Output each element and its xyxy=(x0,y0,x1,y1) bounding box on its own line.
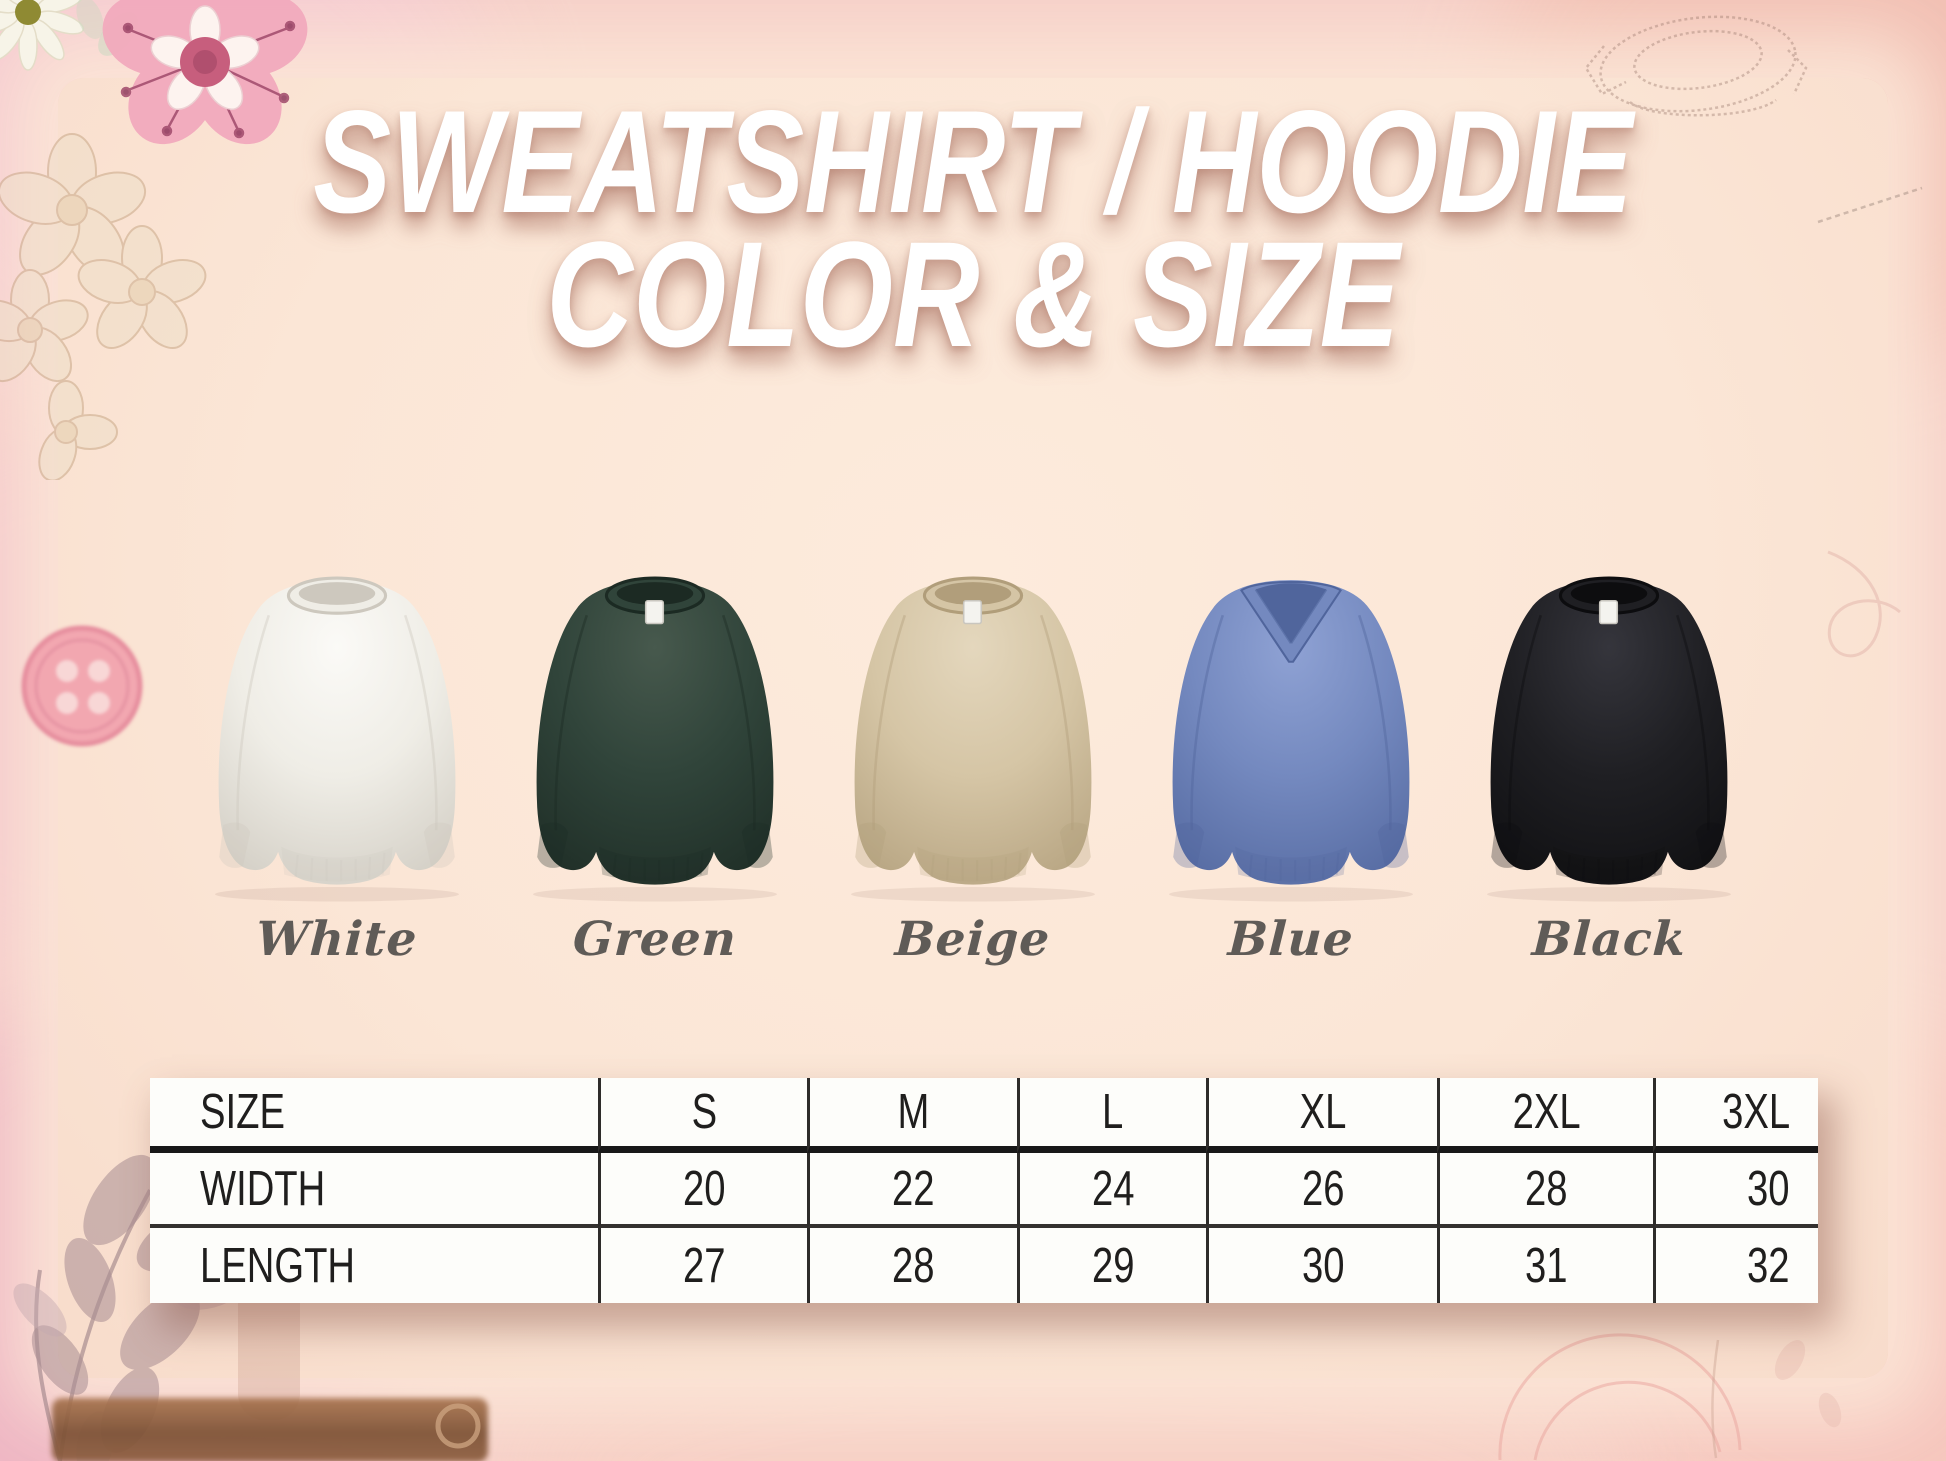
size-value: 27 xyxy=(598,1228,807,1303)
wood-ruler-end-icon xyxy=(435,1403,481,1449)
size-value: 20 xyxy=(598,1153,807,1228)
size-value: 24 xyxy=(1017,1153,1206,1228)
row-label: WIDTH xyxy=(150,1153,598,1228)
table-corner-label: SIZE xyxy=(150,1078,598,1153)
color-label: Beige xyxy=(893,912,1053,967)
size-value: 30 xyxy=(1206,1228,1437,1303)
needle-sketch-icon xyxy=(1817,186,1923,224)
size-value: 32 xyxy=(1653,1228,1818,1303)
white-sweatshirt-image xyxy=(215,576,459,902)
color-label: White xyxy=(254,912,420,967)
black-sweatshirt-image xyxy=(1487,576,1731,902)
daisy-icon xyxy=(0,0,138,71)
size-column-header: L xyxy=(1017,1078,1206,1153)
sweatshirt-card-black: Black xyxy=(1459,556,1759,967)
thread-arcs-decoration xyxy=(1498,1333,1842,1461)
flower-decoration xyxy=(0,0,308,480)
color-options-row: White Green Beige xyxy=(0,556,1946,967)
sweatshirt-card-blue: Blue xyxy=(1141,556,1441,967)
size-column-header: 3XL xyxy=(1653,1078,1818,1153)
green-sweatshirt-image xyxy=(533,576,777,902)
size-value: 28 xyxy=(807,1228,1017,1303)
size-value: 30 xyxy=(1653,1153,1818,1228)
thread-squiggle-icon xyxy=(1827,550,1901,658)
title-line-2: COLOR & SIZE xyxy=(546,210,1400,379)
sweatshirt-card-green: Green xyxy=(505,556,805,967)
color-label: Blue xyxy=(1226,912,1356,967)
wood-ruler-decoration xyxy=(52,1398,488,1461)
button-decoration xyxy=(21,625,143,747)
size-column-header: 2XL xyxy=(1437,1078,1653,1153)
beige-sweatshirt-image xyxy=(851,576,1095,902)
page-title: SWEATSHIRT / HOODIE COLOR & SIZE xyxy=(0,80,1946,379)
color-label: Black xyxy=(1530,912,1688,967)
size-column-header: M xyxy=(807,1078,1017,1153)
pink-blossom-icon xyxy=(102,0,308,145)
ring-sketch-decoration xyxy=(1584,15,1808,117)
size-table: SIZE S M L XL 2XL 3XL WIDTH 20 22 24 26 28 30 LENGTH 27… xyxy=(150,1078,1818,1303)
blue-sweatshirt-image xyxy=(1169,580,1413,902)
size-value: 31 xyxy=(1437,1228,1653,1303)
size-value: 26 xyxy=(1206,1153,1437,1228)
sweatshirt-card-beige: Beige xyxy=(823,556,1123,967)
row-label: LENGTH xyxy=(150,1228,598,1303)
color-label: Green xyxy=(571,912,739,967)
size-column-header: XL xyxy=(1206,1078,1437,1153)
size-value: 28 xyxy=(1437,1153,1653,1228)
size-column-header: S xyxy=(598,1078,807,1153)
size-value: 22 xyxy=(807,1153,1017,1228)
size-value: 29 xyxy=(1017,1228,1206,1303)
sweatshirt-card-white: White xyxy=(187,556,487,967)
title-line-1: SWEATSHIRT / HOODIE xyxy=(313,80,1633,243)
